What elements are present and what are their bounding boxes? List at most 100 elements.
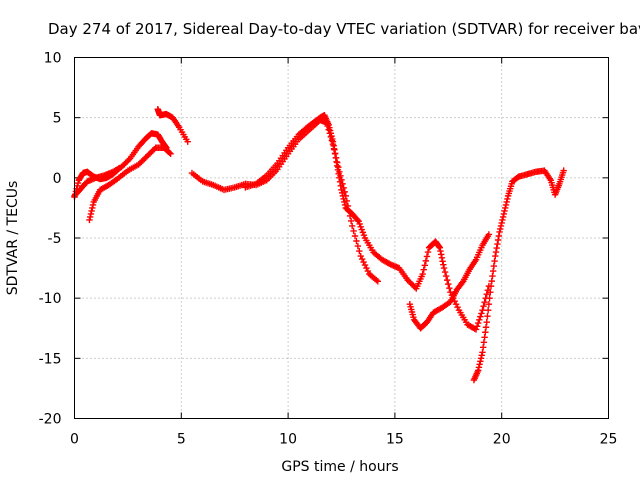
data-point-interp	[112, 176, 119, 184]
data-point-interp	[499, 216, 506, 224]
data-point-interp	[442, 272, 450, 280]
data-point-interp	[495, 232, 503, 240]
data-point-interp	[458, 279, 466, 286]
series-arc-a	[71, 130, 170, 200]
data-point-interp	[364, 267, 372, 275]
data-point	[329, 138, 337, 145]
data-point-interp	[489, 267, 497, 275]
data-point-interp	[166, 149, 173, 156]
data-point	[485, 231, 493, 238]
data-point-interp	[491, 257, 498, 265]
y-tick-label: 5	[53, 111, 62, 127]
data-point	[472, 326, 480, 333]
data-point	[479, 307, 486, 314]
data-point-interp	[490, 262, 498, 270]
data-point-interp	[477, 355, 485, 362]
series-arc-g	[355, 217, 493, 333]
data-point	[419, 270, 426, 278]
data-point-interp	[475, 319, 482, 327]
data-point-interp	[435, 243, 443, 250]
data-point	[86, 216, 93, 224]
data-point-interp	[478, 310, 485, 317]
data-point-interp	[480, 339, 488, 346]
data-point-interp	[487, 288, 494, 296]
data-point-interp	[494, 240, 501, 248]
data-point-interp	[350, 227, 357, 235]
data-point-interp	[341, 198, 348, 206]
data-point-interp	[484, 307, 492, 314]
data-point-interp	[115, 166, 122, 173]
data-point-interp	[373, 276, 380, 284]
data-point-interp	[492, 248, 500, 256]
data-point-interp	[421, 262, 429, 269]
data-point-interp	[481, 334, 488, 341]
data-point-interp	[353, 237, 360, 245]
y-tick-label: -15	[39, 351, 62, 367]
data-point	[500, 210, 508, 218]
data-point-interp	[420, 266, 427, 273]
data-point-interp	[486, 294, 493, 302]
data-point-interp	[484, 313, 491, 320]
series-arc-e	[188, 116, 382, 285]
x-tick-label: 0	[70, 432, 79, 448]
data-point	[487, 282, 495, 290]
data-point-interp	[339, 189, 346, 197]
y-tick-label: -10	[39, 291, 62, 307]
data-point-interp	[479, 344, 487, 351]
series-arc-i	[470, 167, 567, 384]
data-point-interp	[445, 280, 452, 288]
data-point-interp	[422, 257, 430, 265]
x-tick-label: 10	[279, 432, 297, 448]
data-point-interp	[335, 170, 342, 178]
y-axis-label: SDTVAR / TECUs	[5, 181, 21, 296]
series-arc-d	[154, 106, 191, 145]
x-tick-label: 15	[386, 432, 404, 448]
data-point-interp	[454, 303, 461, 311]
data-point-interp	[483, 290, 490, 298]
data-point-interp	[330, 142, 337, 149]
chart-title: Day 274 of 2017, Sidereal Day-to-day VTE…	[48, 20, 640, 38]
data-point	[496, 228, 503, 236]
data-point-interp	[331, 146, 338, 153]
data-point-interp	[497, 225, 504, 233]
data-point-interp	[337, 182, 344, 190]
data-point-interp	[356, 247, 363, 255]
data-point-interp	[437, 251, 445, 258]
data-point-interp	[452, 300, 460, 308]
data-point	[447, 288, 454, 296]
data-point-interp	[339, 192, 347, 200]
x-tick-label: 20	[493, 432, 511, 448]
data-point-interp	[503, 198, 510, 206]
data-point-interp	[423, 253, 431, 260]
data-point-interp	[125, 156, 132, 164]
data-point-interp	[482, 329, 489, 336]
data-point	[475, 367, 482, 374]
data-point-interp	[478, 352, 485, 359]
data-point-interp	[360, 258, 367, 266]
data-point	[483, 319, 490, 326]
data-point	[338, 186, 345, 194]
data-point-interp	[477, 313, 484, 320]
data-point-interp	[439, 258, 446, 265]
data-point-interp	[340, 195, 347, 203]
data-point	[167, 150, 174, 157]
data-point-interp	[351, 232, 359, 240]
y-tick-label: -5	[48, 231, 62, 247]
data-point-interp	[501, 207, 508, 215]
data-point-interp	[475, 364, 483, 371]
data-point-interp	[499, 213, 507, 221]
data-point-interp	[347, 217, 355, 225]
y-tick-label: 10	[44, 51, 62, 67]
data-point-interp	[441, 268, 449, 276]
data-point-interp	[354, 242, 362, 250]
data-point	[440, 264, 448, 272]
data-point-interp	[504, 195, 511, 203]
data-point-interp	[386, 260, 393, 267]
data-point-interp	[363, 264, 370, 272]
data-point-interp	[424, 248, 432, 256]
data-point-interp	[473, 323, 481, 330]
data-point-interp	[476, 361, 483, 368]
data-point-interp	[502, 204, 509, 212]
data-point-interp	[89, 204, 96, 212]
y-tick-label: 0	[53, 171, 62, 187]
